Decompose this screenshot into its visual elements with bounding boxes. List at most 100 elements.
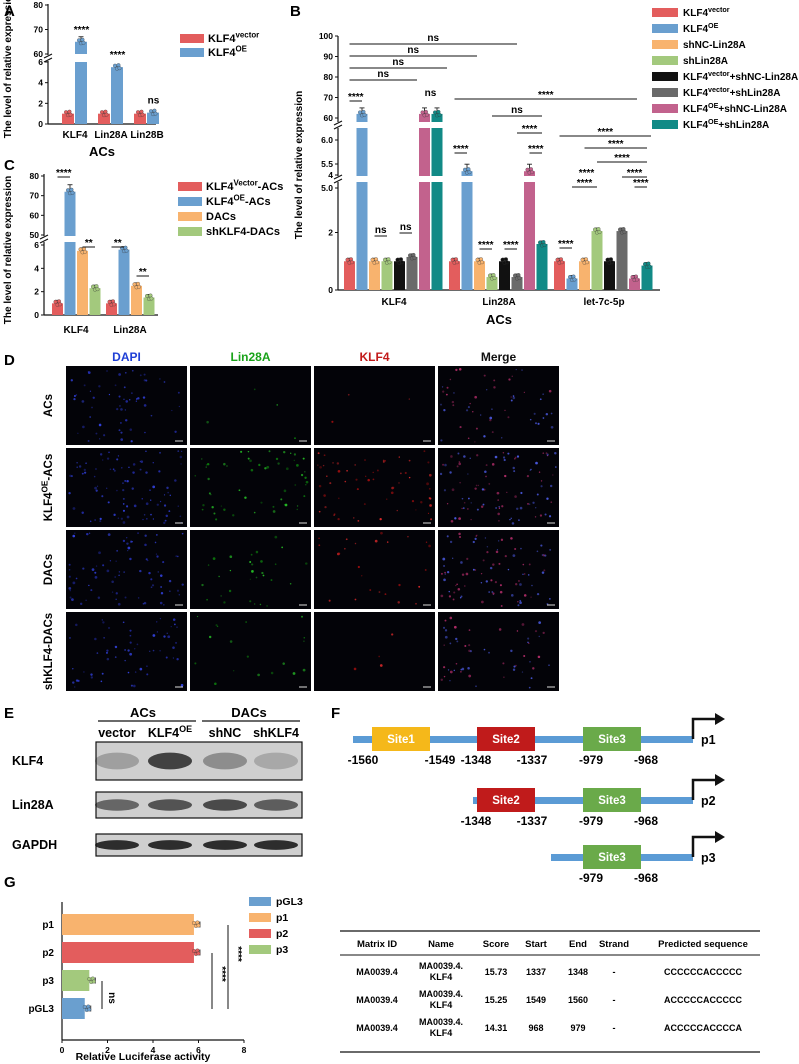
d-cell-dot [526,475,530,478]
table-header-1: Name [428,939,454,950]
d-cell-dot [82,425,85,429]
d-cell-dot [70,475,73,478]
table-cell-1-2: 15.25 [485,995,508,1005]
d-cell-dot [317,452,320,455]
a-bar-0-1-low [75,62,87,124]
d-cell-dot [98,551,101,555]
d-cell-dot [418,585,421,588]
d-cell-dot [372,471,374,474]
d-cell-dot [318,484,322,488]
d-row-label-1-rest: -ACs [43,454,55,481]
d-cell-dot [523,391,525,393]
d-cell-dot [374,539,378,543]
b-ylabel: The level of relative expression [294,91,305,239]
d-cell-dot [536,550,539,553]
b-legend-label-4: KLF4vector+shNC-Lin28A [683,69,798,83]
d-cell-dot [142,396,146,399]
d-cell-dot [101,459,104,461]
d-cell-dot [527,641,529,644]
d-cell-dot [141,498,144,500]
b-legend-label-0-sup: vector [708,5,730,14]
d-cell-dot [467,473,469,475]
c-legend-label-3: shKLF4-DACs [206,226,280,238]
d-cell-dot [345,538,348,541]
d-cell-dot [534,516,537,518]
d-cell-dot [440,678,443,682]
d-cell-dot [126,479,129,483]
d-cell-dot [458,461,461,463]
d-cell-dot [452,598,455,601]
f-arrow-2 [691,835,715,857]
d-cell-dot [180,463,182,465]
d-cell-dot [122,497,125,500]
d-cell-dot [396,509,398,512]
d-cell-dot [303,640,305,642]
b-dots-2-0-pt-3 [560,260,564,265]
d-cell-dot [249,578,251,580]
d-cell-dot [455,584,457,587]
d-cell-dot [501,505,504,508]
d-cell-dot [208,492,211,495]
d-cell-dot [428,487,431,490]
d-row-label-2-main: DACs [43,554,55,585]
f-arrowhead-0 [715,713,725,725]
d-cell-dot [176,626,178,628]
d-cell-dot [68,587,72,590]
d-image-1-1 [190,448,311,527]
d-cell-dot [122,621,125,624]
a-dots-2-0-pt-3 [140,112,145,117]
d-cell-dot [528,503,531,505]
d-cell-dot [468,629,471,631]
b-bar-2-4 [604,261,615,290]
d-cell-dot [276,404,279,406]
d-cell-dot [181,532,184,535]
d-cell-dot [378,655,380,658]
d-cell-dot [512,554,516,558]
d-cell-dot [159,378,161,380]
d-cell-dot [255,576,258,579]
f-arrow-1 [691,778,715,800]
d-cell-dot [467,666,470,670]
d-cell-dot [458,532,461,536]
d-cell-dot [155,621,158,623]
b-axis-break-2-a [333,174,343,180]
d-cell-dot [475,484,478,487]
d-cell-dot [382,459,385,462]
d-cell-dot [201,458,203,460]
d-cell-dot [511,522,515,525]
c-xtick-label-1: Lin28A [113,325,146,336]
d-cell-dot [125,400,129,403]
d-cell-dot [425,541,428,543]
panel-label-a: A [4,3,15,20]
d-cell-dot [213,512,216,515]
d-cell-dot [249,459,252,463]
d-cell-dot [202,504,205,507]
d-cell-dot [457,587,461,591]
d-cell-dot [428,544,431,548]
b-axis-break-2-b [333,178,343,184]
d-cell-dot [275,457,279,461]
table-header-2: Score [483,939,509,950]
d-col-header-0: DAPI [112,350,141,364]
d-cell-dot [106,569,110,573]
b-legend-swatch-4 [652,72,678,81]
d-cell-dot [304,476,307,479]
a-bar-0-0 [62,113,74,124]
d-cell-dot [542,393,544,395]
d-cell-dot [346,469,348,472]
b-bar-2-5 [616,231,628,290]
f-coord-1-3: -968 [634,814,658,828]
d-cell-dot [226,465,228,467]
table-cell-1-6: ACCCCCACCCCC [664,995,742,1005]
d-cell-dot [107,533,111,537]
b-sig-6: ns [375,225,387,236]
d-cell-dot [516,455,520,458]
d-cell-dot [519,599,522,602]
g-dots-2-pt-3 [91,979,96,984]
d-cell-dot [449,616,453,620]
d-cell-dot [139,667,143,671]
d-cell-dot [159,451,162,454]
d-cell-dot [253,511,256,514]
d-cell-dot [159,618,162,620]
d-cell-dot [142,518,144,521]
